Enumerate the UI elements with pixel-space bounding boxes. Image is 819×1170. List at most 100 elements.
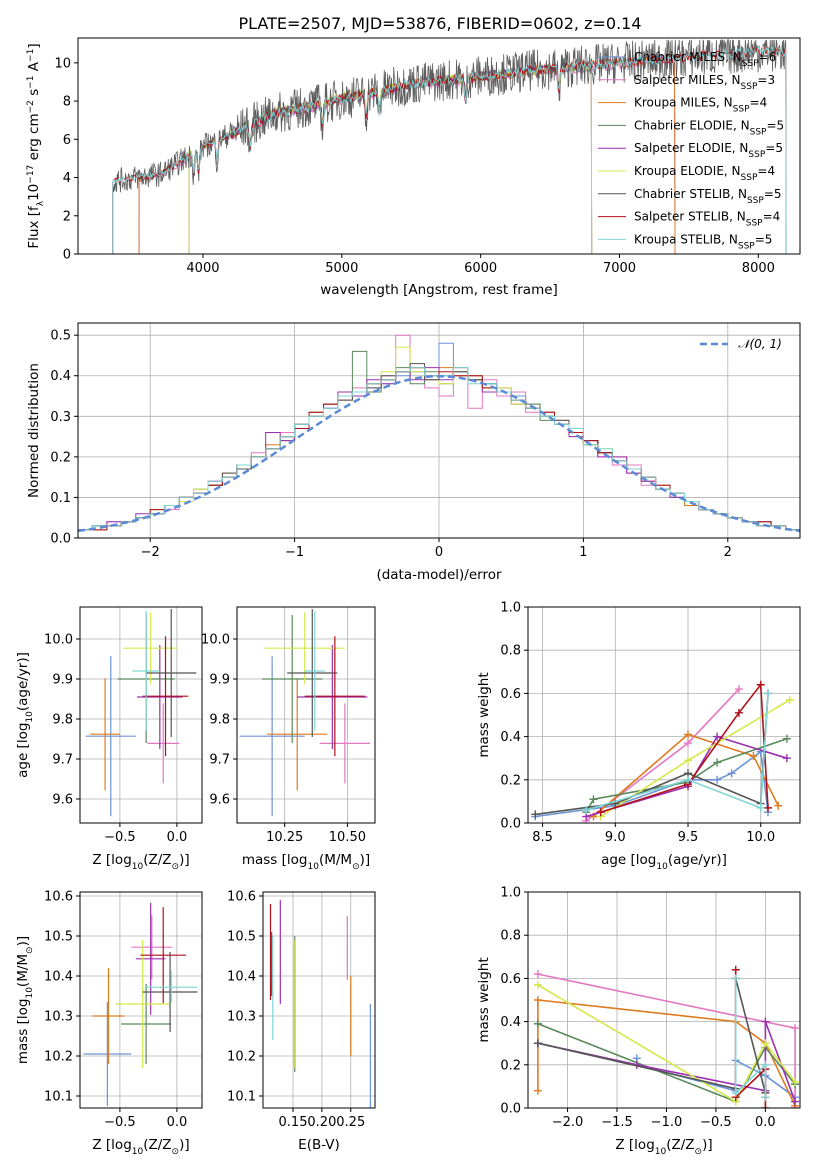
y-tick-label: 9.7 (209, 753, 230, 768)
axes-frame (79, 891, 203, 1109)
axes-frame (236, 606, 376, 824)
text-span: ⊙ (172, 862, 180, 872)
plus-marker (582, 806, 591, 815)
y-tick-label: 0.3 (50, 410, 71, 425)
plus-marker (774, 801, 783, 810)
y-axis-label: Flux [fλ10−17 erg cm−2 s−1 A−1] (26, 43, 46, 248)
series-line (537, 984, 796, 1103)
text-span: (age/yr)] (15, 652, 31, 711)
text-span: (age/yr)] (668, 852, 727, 868)
legend-label: Kroupa STELIB, NSSP=5 (634, 232, 772, 251)
x-tick-label: 2 (724, 545, 732, 560)
y-tick-label: 1.0 (500, 886, 521, 901)
plus-marker (684, 730, 692, 739)
y-tick-label: 10.1 (227, 1090, 256, 1105)
x-axis-label: mass [log10(M/M⊙)] (242, 852, 370, 872)
text-span: 10 (307, 862, 319, 872)
plot-area-age_vs_Z (85, 609, 197, 817)
plus-marker (734, 708, 743, 717)
text-span: Kroupa MILES, N (634, 96, 733, 110)
plus-marker (782, 734, 791, 743)
text-span: Salpeter STELIB, N (634, 210, 746, 224)
y-tick-label: 10.0 (201, 633, 230, 648)
text-span: Kroupa STELIB, N (634, 232, 738, 246)
y-tick-label: 0.6 (500, 687, 521, 702)
plus-marker (761, 1060, 770, 1069)
y-tick-label: 0.8 (500, 929, 521, 944)
x-axis-label: (data-model)/error (376, 567, 502, 583)
axes-mass_vs_EBV: 0.15 0.20 0.25 10.1 10.2 10.3 10.4 10.5 10.6 E(B-… (227, 890, 376, 1153)
plus-marker (756, 680, 765, 689)
y-tick-label: 10.6 (44, 890, 73, 905)
text-span: ⊙ (352, 862, 360, 872)
text-span: )] (15, 936, 31, 947)
y-axis-label: mass weight (476, 957, 492, 1042)
y-tick-label: 10.2 (227, 1050, 256, 1065)
spectrum-line-kroupa-stelib (112, 45, 787, 254)
y-tick-label: 0.6 (500, 972, 521, 987)
errorbar-kroupa-elodie (123, 612, 179, 685)
errorbar-salpeter-stelib (304, 636, 365, 757)
plot-area-weight_vs_age (531, 680, 794, 823)
plus-marker (791, 1024, 800, 1033)
axes-residuals: −2 −1 0 1 2 0.0 0.1 0.2 0.3 0.4 0.5 𝒩(0, 1) (data-mo… (26, 322, 801, 583)
errorbar-chabrier-miles (83, 1002, 132, 1106)
text-span: −1 (26, 75, 36, 88)
y-tick-label: 1.0 (500, 601, 521, 616)
text-span: Salpeter MILES, N (634, 73, 741, 87)
x-tick-label: −0.5 (104, 1115, 136, 1130)
text-span: ⊙ (172, 1147, 180, 1157)
axes-frame (262, 891, 376, 1109)
x-tick-label: −1 (285, 545, 304, 560)
y-axis-label: Normed distribution (26, 363, 42, 498)
y-tick-label: 6 (63, 133, 71, 148)
text-span: SSP (742, 59, 759, 69)
text-span: SSP (741, 173, 758, 183)
text-span: ⊙ (25, 946, 35, 954)
plus-marker (764, 689, 772, 698)
plus-marker (684, 756, 692, 765)
text-span: =5 (764, 187, 782, 201)
text-span: =5 (766, 118, 784, 132)
y-tick-label: 0.0 (50, 532, 71, 547)
text-span: =4 (750, 96, 768, 110)
x-tick-label: 0 (435, 545, 443, 560)
x-tick-label: −2.0 (552, 1115, 584, 1130)
text-span: )] (702, 1137, 713, 1153)
text-span: SSP (733, 105, 750, 115)
text-span: age [log (15, 723, 31, 778)
plot-area-weight_vs_Z (533, 965, 800, 1108)
text-span: =5 (765, 141, 783, 155)
x-tick-label: 4000 (186, 261, 219, 276)
plus-marker (684, 775, 692, 784)
x-tick-label: 0.0 (755, 1115, 776, 1130)
plus-marker (533, 1039, 542, 1048)
legend-label: 𝒩(0, 1) (738, 337, 782, 351)
x-tick-label: −1.5 (601, 1115, 633, 1130)
errorbar-chabrier-elodie (121, 984, 172, 1064)
text-span: 10 (25, 987, 35, 999)
plot-area-mass_vs_EBV (269, 900, 371, 1108)
errorbar-kroupa-elodie (115, 940, 171, 1068)
axes-mass_vs_Z: −0.5 0.010.110.210.310.410.510.6Z [log10(… (15, 890, 203, 1157)
weight-line-kroupa-stelib (582, 689, 772, 815)
errorbar-salpeter-elodie (135, 902, 166, 1015)
text-span: mass [log (15, 999, 31, 1065)
y-tick-label: 0.0 (500, 817, 521, 832)
legend-label: Chabrier ELODIE, NSSP=5 (634, 118, 784, 137)
errorbar-kroupa-stelib (144, 971, 198, 1004)
text-span: age [log (601, 852, 656, 868)
y-tick-label: 9.6 (209, 793, 230, 808)
y-tick-label: 9.9 (209, 673, 230, 688)
plus-marker (533, 980, 542, 989)
text-span: =3 (757, 73, 775, 87)
x-axis-label: wavelength [Angstrom, rest frame] (320, 282, 558, 298)
text-span: Z [log (92, 1137, 131, 1153)
text-span: SSP (747, 196, 764, 206)
text-span: −1 (26, 49, 36, 62)
axes-spectrum: 4000 5000 6000 7000 8000 0 2 4 6 8 10 Chabrier MILE… (26, 37, 801, 298)
y-tick-label: 0.4 (500, 1015, 521, 1030)
text-span: SSP (738, 241, 755, 251)
axes-frame (79, 606, 203, 824)
text-span: SSP (750, 127, 767, 137)
